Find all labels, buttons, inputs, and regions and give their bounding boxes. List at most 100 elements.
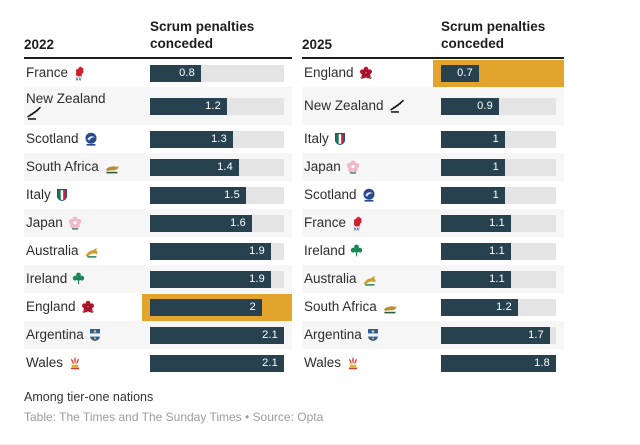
table-row: Argentina 1.7: [302, 321, 564, 349]
bar-track: 1.1: [441, 214, 556, 232]
penalty-bar: 1.8: [441, 354, 556, 372]
bar-track: 1.9: [150, 242, 284, 260]
bar-value: 1.1: [489, 245, 505, 257]
ireland-crest-icon: [350, 244, 363, 258]
team-name: Italy: [304, 130, 329, 146]
bar-cell: 1.5: [142, 182, 292, 209]
bar-value: 1.1: [489, 217, 505, 229]
penalty-bar: 1.6: [150, 214, 252, 232]
value-column-heading: Scrum penalties conceded: [441, 19, 546, 51]
england-crest-icon: [359, 66, 373, 80]
bar-track: 1.2: [150, 97, 284, 115]
table-2022-rows: France XV 0.8 New Zealand 1.2 Scotland 1.3 Sout…: [24, 59, 292, 377]
table-2022: 2022 Scrum penalties conceded France XV 0.…: [24, 10, 292, 377]
team-label: Scotland: [302, 187, 433, 203]
bar-cell: 1.1: [433, 238, 564, 265]
team-label: Australia: [302, 271, 433, 287]
penalty-bar: 1.4: [150, 158, 239, 176]
team-name: Argentina: [304, 326, 362, 342]
table-row: Ireland 1.1: [302, 237, 564, 265]
bar-wrap: 1.6: [142, 210, 292, 237]
bar-wrap: 1.2: [433, 294, 564, 321]
south-africa-crest-icon: [104, 161, 121, 174]
bar-value: 1.2: [205, 100, 221, 112]
table-2022-header: 2022 Scrum penalties conceded: [24, 10, 292, 59]
wales-crest-icon: [68, 356, 82, 370]
south-africa-crest-icon: [382, 301, 399, 314]
bar-wrap: 0.8: [142, 60, 292, 87]
bar-track: 1.1: [441, 270, 556, 288]
team-label: South Africa: [24, 159, 142, 175]
footnote: Among tier-one nations: [24, 390, 154, 404]
bar-track: 1.5: [150, 186, 284, 204]
bar-value: 1.7: [528, 329, 544, 341]
bar-value: 1.1: [489, 273, 505, 285]
year-heading: 2022: [24, 37, 55, 52]
bar-value: 2.1: [262, 329, 278, 341]
tables-container: 2022 Scrum penalties conceded France XV 0.…: [24, 10, 616, 377]
bar-wrap: 1.3: [142, 126, 292, 153]
new-zealand-crest-icon: [389, 99, 406, 113]
bar-track: 1.1: [441, 242, 556, 260]
australia-crest-icon: [362, 273, 379, 286]
ireland-crest-icon: [72, 272, 85, 286]
bar-cell: 0.9: [433, 93, 564, 120]
table-row: Argentina 2.1: [24, 321, 292, 349]
team-label: Japan: [302, 159, 433, 175]
team-name: New Zealand: [26, 90, 106, 106]
team-name: Italy: [26, 186, 51, 202]
england-crest-icon: [81, 300, 95, 314]
team-label: Wales: [24, 355, 142, 371]
svg-text:XV: XV: [76, 76, 83, 81]
table-row: Ireland 1.9: [24, 265, 292, 293]
table-row: New Zealand 1.2: [24, 87, 292, 125]
penalty-bar: 0.9: [441, 97, 499, 115]
bar-cell: 1.7: [433, 322, 564, 349]
bar-track: 1.8: [441, 354, 556, 372]
bar-wrap: 1.2: [142, 93, 292, 120]
bar-value: 1.9: [249, 245, 265, 257]
penalty-bar: 1.7: [441, 326, 550, 344]
team-name: Argentina: [26, 326, 84, 342]
bar-cell: 1.4: [142, 154, 292, 181]
bar-value: 1: [492, 161, 499, 173]
bar-cell: 2: [142, 293, 292, 321]
bar-track: 0.9: [441, 97, 556, 115]
japan-crest-icon: [346, 160, 360, 174]
table-row: France XV 0.8: [24, 59, 292, 87]
team-label: South Africa: [302, 299, 433, 315]
bar-wrap: 1.5: [142, 182, 292, 209]
team-label: Italy: [302, 130, 433, 147]
bar-wrap: 2.1: [142, 350, 292, 377]
table-row: South Africa 1.4: [24, 153, 292, 181]
penalty-bar: 1.2: [441, 298, 518, 316]
italy-crest-icon: [334, 132, 346, 146]
bar-value: 1.3: [211, 133, 227, 145]
bar-cell: 1: [433, 154, 564, 181]
bar-track: 1: [441, 130, 556, 148]
wales-crest-icon: [346, 356, 360, 370]
bar-cell: 1.8: [433, 350, 564, 377]
table-row: England 0.7: [302, 59, 564, 87]
bar-value: 0.8: [179, 67, 195, 79]
table-row: Wales 1.8: [302, 349, 564, 377]
bar-value: 1.8: [534, 357, 550, 369]
value-column-heading: Scrum penalties conceded: [150, 19, 255, 51]
team-name: Ireland: [304, 242, 346, 258]
team-name: England: [304, 64, 354, 80]
bar-cell: 1.2: [433, 294, 564, 321]
table-row: Japan 1: [302, 153, 564, 181]
team-name: Ireland: [26, 270, 68, 286]
penalty-bar: 1.1: [441, 270, 511, 288]
team-name: Japan: [26, 214, 63, 230]
bar-wrap: 1: [433, 126, 564, 153]
bar-wrap: 1: [433, 182, 564, 209]
team-label: Wales: [302, 355, 433, 371]
table-row: France XV 1.1: [302, 209, 564, 237]
bar-cell: 0.7: [433, 59, 564, 87]
bar-cell: 1.1: [433, 266, 564, 293]
year-heading: 2025: [302, 37, 333, 52]
bar-value: 0.9: [477, 100, 493, 112]
team-label: Ireland: [302, 242, 433, 259]
highlight-box: 2: [142, 293, 292, 321]
